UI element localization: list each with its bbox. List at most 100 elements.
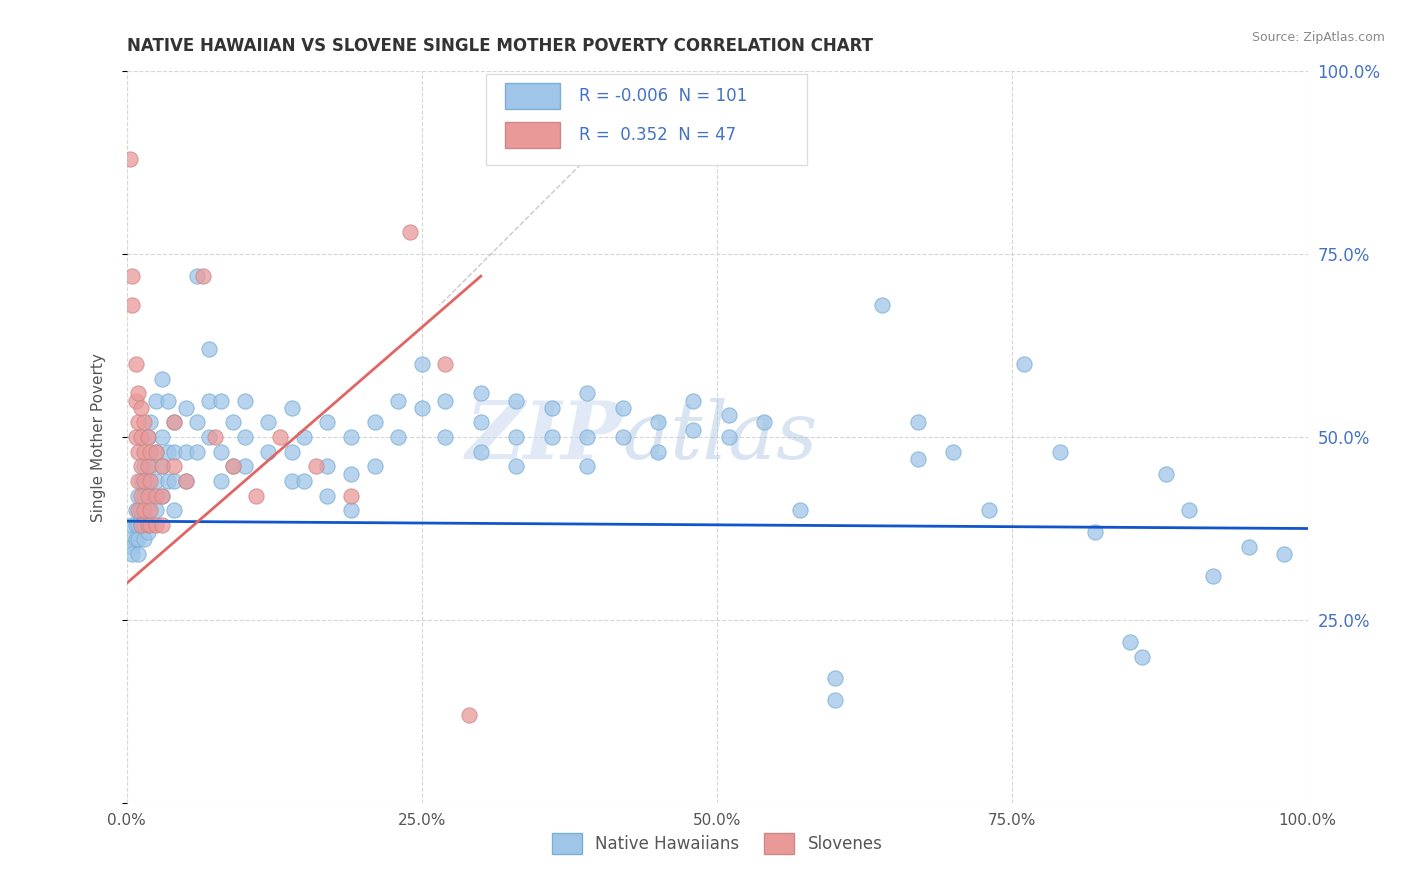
- Point: [505, 459, 527, 474]
- Point: [127, 517, 149, 532]
- Point: [717, 430, 740, 444]
- Point: [576, 430, 599, 444]
- Point: [150, 459, 173, 474]
- Point: [717, 408, 740, 422]
- Point: [257, 444, 280, 458]
- Point: [340, 503, 363, 517]
- Point: [134, 517, 156, 532]
- Point: [340, 430, 363, 444]
- Point: [363, 416, 385, 430]
- Point: [125, 357, 148, 371]
- Point: [907, 416, 929, 430]
- Point: [872, 298, 894, 312]
- Point: [186, 444, 208, 458]
- Point: [129, 517, 152, 532]
- Point: [127, 533, 149, 547]
- Text: R =  0.352  N = 47: R = 0.352 N = 47: [579, 126, 735, 144]
- Point: [174, 444, 197, 458]
- Point: [292, 430, 315, 444]
- Text: ZIP: ZIP: [465, 399, 623, 475]
- Point: [505, 430, 527, 444]
- Point: [139, 517, 162, 532]
- Point: [136, 503, 159, 517]
- Point: [292, 474, 315, 488]
- Point: [907, 452, 929, 467]
- Point: [245, 489, 267, 503]
- Point: [134, 489, 156, 503]
- Point: [125, 393, 148, 408]
- Point: [127, 489, 149, 503]
- Point: [134, 416, 156, 430]
- Point: [145, 444, 167, 458]
- Point: [1130, 649, 1153, 664]
- Point: [209, 444, 232, 458]
- Point: [150, 371, 173, 385]
- Point: [129, 459, 152, 474]
- Point: [269, 430, 291, 444]
- Point: [257, 416, 280, 430]
- Text: NATIVE HAWAIIAN VS SLOVENE SINGLE MOTHER POVERTY CORRELATION CHART: NATIVE HAWAIIAN VS SLOVENE SINGLE MOTHER…: [127, 37, 873, 54]
- Text: atlas: atlas: [623, 399, 818, 475]
- Text: Source: ZipAtlas.com: Source: ZipAtlas.com: [1251, 31, 1385, 45]
- Point: [612, 401, 634, 415]
- Point: [209, 474, 232, 488]
- Point: [145, 474, 167, 488]
- Point: [150, 430, 173, 444]
- Point: [145, 517, 167, 532]
- Point: [1237, 540, 1260, 554]
- Point: [281, 474, 304, 488]
- Point: [411, 357, 433, 371]
- Point: [134, 444, 156, 458]
- Point: [1272, 547, 1295, 561]
- Point: [121, 533, 143, 547]
- Point: [136, 430, 159, 444]
- Point: [156, 474, 179, 488]
- Point: [505, 393, 527, 408]
- Point: [145, 489, 167, 503]
- Point: [145, 393, 167, 408]
- Point: [127, 444, 149, 458]
- Point: [163, 416, 186, 430]
- Point: [139, 489, 162, 503]
- Point: [1154, 467, 1177, 481]
- Point: [150, 517, 173, 532]
- Point: [340, 467, 363, 481]
- Point: [121, 547, 143, 561]
- Point: [136, 517, 159, 532]
- Point: [121, 298, 143, 312]
- Point: [163, 503, 186, 517]
- Point: [1084, 525, 1107, 540]
- Point: [121, 269, 143, 284]
- Point: [434, 430, 457, 444]
- Point: [129, 401, 152, 415]
- Point: [977, 503, 1000, 517]
- Point: [145, 503, 167, 517]
- Point: [134, 474, 156, 488]
- Point: [186, 416, 208, 430]
- Point: [612, 430, 634, 444]
- Point: [163, 444, 186, 458]
- Point: [198, 393, 221, 408]
- Point: [129, 430, 152, 444]
- Point: [150, 489, 173, 503]
- Point: [163, 416, 186, 430]
- Point: [129, 489, 152, 503]
- Point: [156, 393, 179, 408]
- Point: [222, 416, 245, 430]
- Point: [134, 533, 156, 547]
- Point: [1119, 635, 1142, 649]
- Point: [125, 430, 148, 444]
- Point: [540, 430, 562, 444]
- Point: [145, 444, 167, 458]
- Point: [1178, 503, 1201, 517]
- Point: [121, 517, 143, 532]
- Point: [540, 401, 562, 415]
- Point: [209, 393, 232, 408]
- Point: [125, 503, 148, 517]
- Point: [134, 503, 156, 517]
- Point: [281, 401, 304, 415]
- Point: [576, 386, 599, 401]
- Point: [134, 459, 156, 474]
- Point: [942, 444, 965, 458]
- Y-axis label: Single Mother Poverty: Single Mother Poverty: [91, 352, 105, 522]
